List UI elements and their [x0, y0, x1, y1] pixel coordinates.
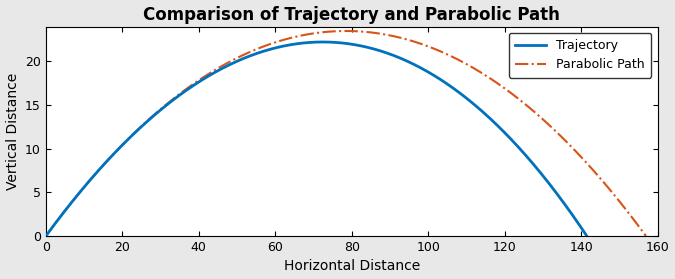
Line: Parabolic Path: Parabolic Path: [46, 31, 646, 236]
Line: Trajectory: Trajectory: [46, 42, 587, 236]
Parabolic Path: [284, 37, 292, 40]
Title: Comparison of Trajectory and Parabolic Path: Comparison of Trajectory and Parabolic P…: [143, 6, 560, 23]
Parabolic Path: [342, 29, 350, 33]
Y-axis label: Vertical Distance: Vertical Distance: [5, 73, 20, 190]
Parabolic Path: [42, 234, 50, 238]
Trajectory: [416, 66, 425, 69]
Parabolic Path: [103, 159, 111, 162]
Parabolic Path: [521, 103, 529, 106]
Parabolic Path: [510, 94, 518, 97]
Trajectory: [321, 40, 329, 44]
Trajectory: [42, 234, 50, 238]
X-axis label: Horizontal Distance: Horizontal Distance: [284, 259, 420, 273]
Trajectory: [352, 43, 360, 47]
Trajectory: [583, 234, 591, 238]
Parabolic Path: [642, 234, 650, 238]
Trajectory: [400, 58, 408, 62]
Trajectory: [319, 40, 327, 44]
Trajectory: [476, 108, 484, 111]
Parabolic Path: [306, 32, 315, 36]
Trajectory: [404, 60, 412, 63]
Parabolic Path: [454, 58, 462, 62]
Legend: Trajectory, Parabolic Path: Trajectory, Parabolic Path: [509, 33, 651, 78]
